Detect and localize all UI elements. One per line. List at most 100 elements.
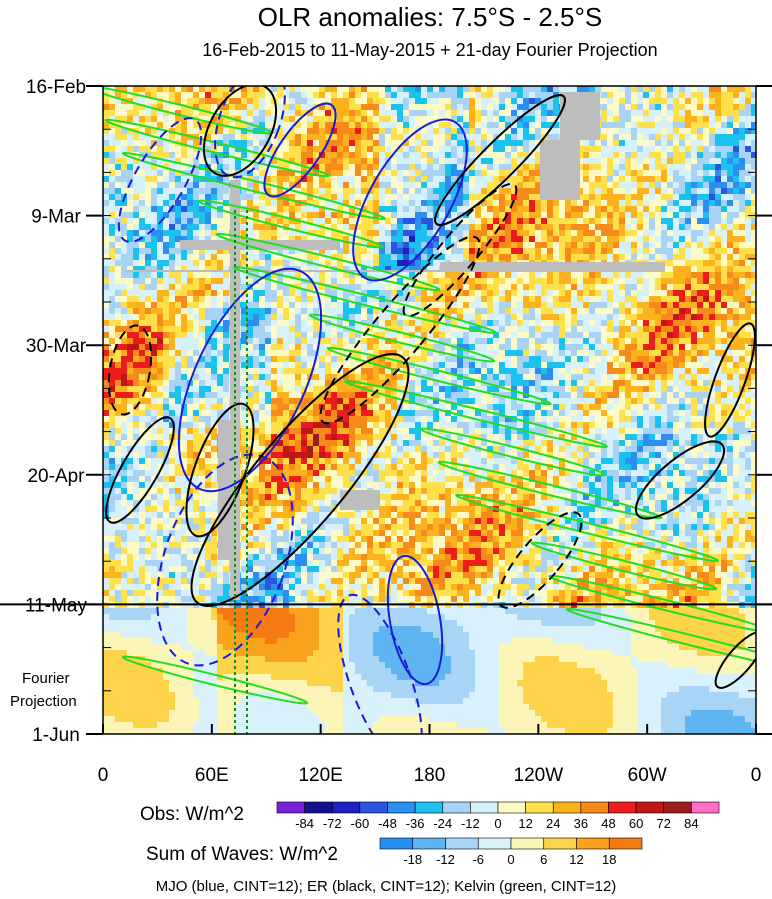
er-contour	[497, 511, 583, 609]
colorbar-label: -36	[406, 816, 425, 831]
colorbar-label: 0	[507, 852, 514, 867]
colorbar-label: 72	[657, 816, 671, 831]
chart-title: OLR anomalies: 7.5°S - 2.5°S	[257, 2, 603, 32]
colorbar-swatch	[412, 837, 446, 850]
mjo-contour	[214, 86, 286, 179]
colorbar-title: Sum of Waves: W/m^2	[146, 844, 338, 865]
x-tick-label: 60E	[195, 765, 229, 786]
colorbar-label: -12	[461, 816, 480, 831]
y-tick-label: 20-Apr	[27, 466, 85, 487]
kelvin-contour	[233, 265, 497, 335]
colorbar-swatch	[580, 801, 609, 814]
y-tick-label: 11-May	[25, 595, 87, 616]
colorbar-label: 84	[684, 816, 698, 831]
chart-subtitle: 16-Feb-2015 to 11-May-2015 + 21-day Four…	[202, 40, 658, 60]
colorbar-label: 12	[518, 816, 532, 831]
er-contour	[185, 402, 255, 538]
er-contour	[634, 440, 726, 520]
y-tick-label: 1-Jun	[32, 725, 80, 746]
kelvin-contour	[121, 655, 309, 705]
colorbar-swatch	[510, 837, 545, 850]
projection-label-line2: Projection	[10, 693, 77, 710]
x-tick-label: 180	[414, 765, 446, 786]
colorbar-title: Obs: W/m^2	[140, 804, 244, 825]
er-contour	[714, 631, 756, 689]
colorbar-swatch	[414, 801, 444, 814]
colorbar-swatch	[525, 801, 554, 814]
colorbar-label: -60	[350, 816, 369, 831]
colorbar-swatch	[387, 801, 416, 814]
colorbar-swatch	[497, 801, 526, 814]
colorbar-swatch	[576, 837, 610, 850]
er-contour	[190, 353, 410, 607]
x-tick-label: 120W	[514, 765, 564, 786]
colorbar-swatch	[608, 801, 637, 814]
colorbar-swatch	[331, 801, 361, 814]
colorbar-label: -24	[433, 816, 452, 831]
colorbar-swatch	[276, 801, 305, 814]
x-tick-label: 60W	[628, 765, 667, 786]
mjo-contour	[337, 593, 423, 734]
kelvin-contour	[215, 232, 441, 292]
x-tick-label: 120E	[298, 765, 342, 786]
projection-label-line1: Fourier	[22, 670, 70, 687]
colorbar-swatch	[304, 801, 333, 814]
y-tick-label: 9-Mar	[31, 207, 81, 228]
colorbar-label: -6	[472, 852, 484, 867]
er-contour	[107, 324, 153, 416]
colorbar-label: -12	[436, 852, 455, 867]
colorbar-swatch	[477, 837, 512, 850]
colorbar-label: 12	[569, 852, 583, 867]
kelvin-contour	[104, 118, 330, 178]
kelvin-contour	[122, 151, 386, 221]
wave-contours	[103, 86, 756, 734]
kelvin-contour	[344, 379, 608, 449]
kelvin-contour	[566, 607, 756, 677]
kelvin-contour	[326, 346, 552, 406]
kelvin-contour	[548, 574, 756, 634]
colorbar-label: 60	[629, 816, 643, 831]
colorbar-label: 18	[602, 852, 616, 867]
y-tick-label: 16-Feb	[26, 77, 86, 98]
colorbar-label: -18	[403, 852, 422, 867]
kelvin-contour	[455, 493, 719, 563]
contour-legend-note: MJO (blue, CINT=12); ER (black, CINT=12)…	[155, 878, 617, 895]
x-tick-label: 0	[751, 765, 762, 786]
mjo-contour	[352, 118, 468, 282]
colorbar-swatch	[663, 801, 692, 814]
er-contour	[105, 416, 175, 524]
er-contour	[402, 182, 518, 318]
colorbar-swatch	[543, 837, 577, 850]
mjo-contour	[117, 117, 203, 243]
colorbar-label: 36	[574, 816, 588, 831]
colorbar-label: -84	[295, 816, 314, 831]
mjo-contour	[177, 267, 323, 493]
kelvin-contour	[308, 313, 496, 363]
x-tick-label: 0	[98, 765, 109, 786]
colorbar-label: 48	[601, 816, 615, 831]
waves-colorbar: -18 -12 -6 0 6 12 18 Sum of Waves: W/m^2	[146, 837, 643, 867]
mjo-contour	[156, 453, 294, 667]
colorbar-label: -72	[323, 816, 342, 831]
y-tick-label: 30-Mar	[26, 336, 87, 357]
colorbar-swatch	[691, 801, 720, 814]
er-contour	[434, 94, 566, 226]
kelvin-contour	[437, 460, 663, 520]
colorbar-label: 0	[494, 816, 501, 831]
colorbar-label: 6	[540, 852, 547, 867]
colorbar-label: 24	[546, 816, 560, 831]
obs-colorbar: -84 -72 -60 -48 -36 -24 -12 0 12 24 36 48 60 72 84 Obs:…	[140, 801, 720, 831]
colorbar-swatch	[445, 837, 479, 850]
colorbar-swatch	[442, 801, 471, 814]
colorbar-swatch	[379, 837, 414, 850]
kelvin-contour	[530, 541, 718, 591]
mjo-contour	[386, 554, 444, 686]
kelvin-contour	[419, 427, 607, 477]
colorbar-swatch	[608, 837, 643, 850]
colorbar-label: -48	[378, 816, 397, 831]
er-contour	[319, 235, 481, 425]
colorbar-swatch	[552, 801, 582, 814]
er-contour	[704, 322, 756, 438]
colorbar-swatch	[359, 801, 388, 814]
